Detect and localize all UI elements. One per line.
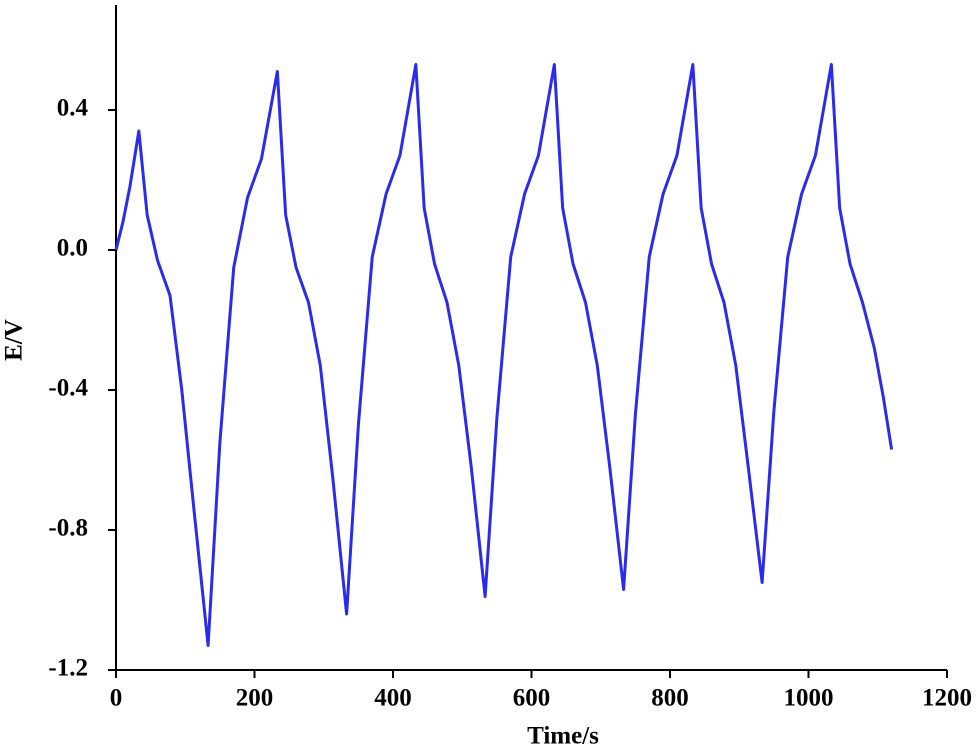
y-tick-label: 0.0 xyxy=(57,235,88,262)
y-tick-label: -0.8 xyxy=(48,515,88,542)
line xyxy=(114,63,894,647)
y-axis-label: E/V xyxy=(1,319,28,361)
x-axis-label: Time/s xyxy=(527,723,599,750)
x-tick-label: 200 xyxy=(236,685,274,712)
x-tick-label: 1000 xyxy=(784,685,834,712)
x-tick-label: 1200 xyxy=(922,685,972,712)
y-tick-label: -0.4 xyxy=(48,375,88,402)
x-tick-label: 800 xyxy=(651,685,689,712)
x-tick-label: 600 xyxy=(513,685,551,712)
y-tick-label: 0.4 xyxy=(57,95,89,122)
y-tick-label: -1.2 xyxy=(48,655,88,682)
x-tick-label: 0 xyxy=(110,685,123,712)
x-tick-label: 400 xyxy=(374,685,412,712)
